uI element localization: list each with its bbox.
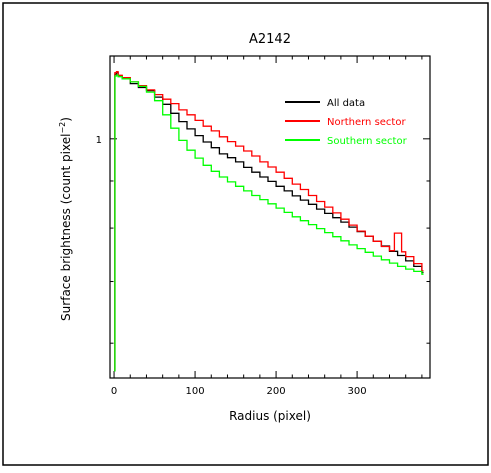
series-line-northern-sector	[114, 70, 424, 372]
legend-label: Northern sector	[327, 117, 406, 128]
axis-ticks: 0 100 200 300 1	[96, 56, 430, 397]
y-axis-label: Surface brightness (count pixel−2)	[58, 117, 73, 321]
y-axis-label-suffix: )	[59, 117, 73, 122]
legend: All data Northern sector Southern sector	[285, 98, 408, 147]
legend-label: Southern sector	[327, 136, 408, 147]
series-lines	[114, 70, 424, 372]
plot-area	[109, 55, 431, 379]
legend-label: All data	[327, 98, 365, 109]
y-axis-label-exponent: −2	[58, 122, 67, 134]
x-tick-label: 200	[267, 386, 286, 397]
x-tick-label: 300	[348, 386, 367, 397]
y-tick-label: 1	[96, 135, 102, 146]
series-line-southern-sector	[114, 74, 424, 372]
x-axis-label: Radius (pixel)	[229, 409, 311, 423]
x-tick-label: 0	[111, 386, 117, 397]
x-tick-label: 100	[186, 386, 205, 397]
figure-border	[2, 2, 489, 466]
chart-title: A2142	[249, 32, 291, 47]
y-axis-label-main: Surface brightness (count pixel	[59, 134, 73, 321]
